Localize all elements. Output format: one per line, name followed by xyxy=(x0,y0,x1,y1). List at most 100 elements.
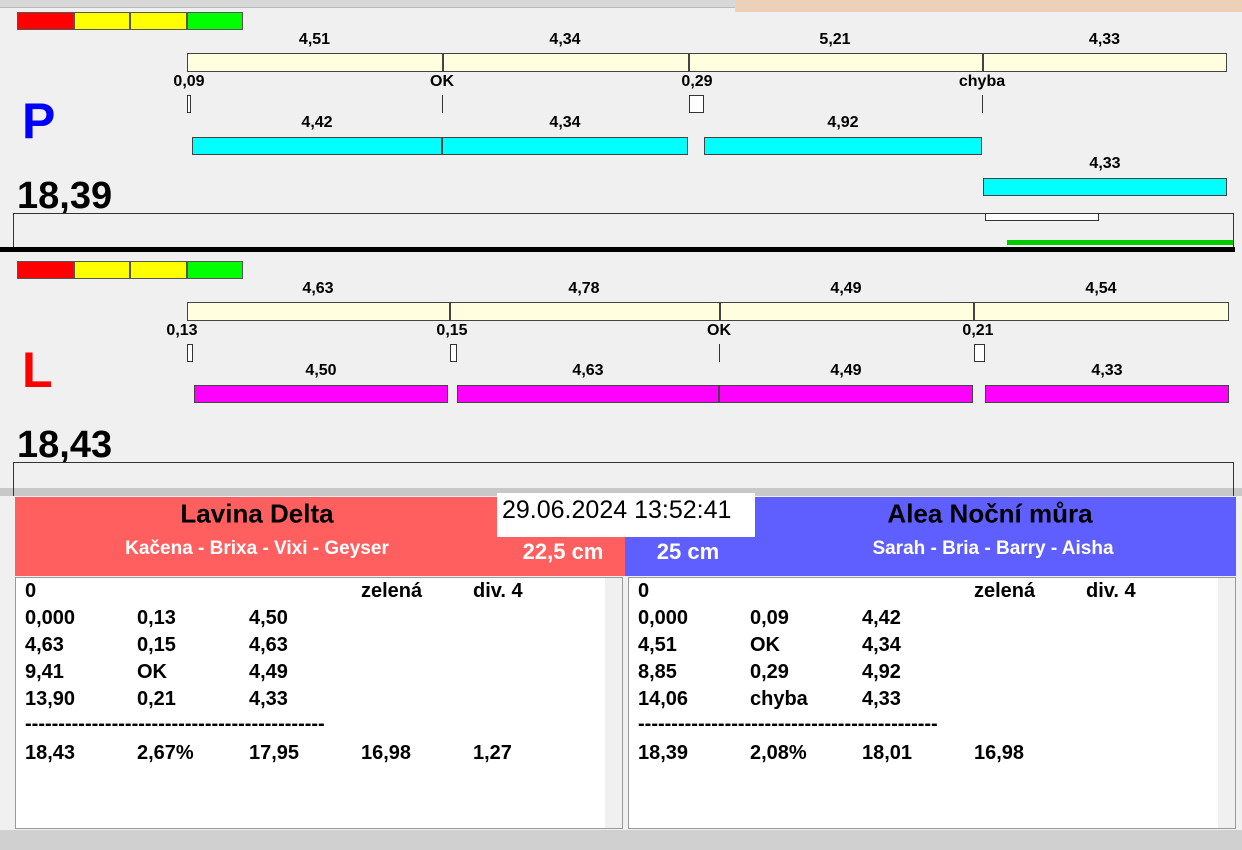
table-cell: 4,34 xyxy=(862,634,901,656)
table-cell: 2,08% xyxy=(750,742,807,764)
reaction: OK xyxy=(707,322,731,339)
split-divider xyxy=(449,302,451,321)
run-time: 4,33 xyxy=(1089,155,1121,172)
split-time: 4,54 xyxy=(1085,280,1117,297)
lane-total: 18,43 xyxy=(17,424,113,466)
split-divider xyxy=(442,53,444,72)
table-cell: 13,90 xyxy=(25,688,76,710)
lane-letter: P xyxy=(22,93,56,149)
table-cell: OK xyxy=(750,634,780,656)
run-bar xyxy=(442,137,688,155)
run-bar xyxy=(719,385,973,403)
team-name: Alea Noční můra xyxy=(887,498,1093,529)
table-cell: zelená xyxy=(974,580,1036,602)
table-cell: 4,92 xyxy=(862,661,901,683)
table-cell: chyba xyxy=(750,688,808,710)
indicator xyxy=(130,261,187,279)
table-cell: 4,42 xyxy=(862,607,901,629)
table-cell: 0,13 xyxy=(137,607,176,629)
reaction-box xyxy=(187,344,193,362)
lane-track xyxy=(13,213,1234,247)
reaction-tick xyxy=(982,95,983,113)
run-bar xyxy=(192,137,442,155)
indicator xyxy=(74,12,130,30)
split-divider xyxy=(688,53,690,72)
table-cell: 4,51 xyxy=(638,634,677,656)
split-bar xyxy=(187,53,1227,72)
team-members: Kačena - Brixa - Vixi - Geyser xyxy=(125,538,389,559)
reaction-box xyxy=(450,344,457,362)
progress-box xyxy=(985,213,1099,221)
indicator xyxy=(17,12,74,30)
table-cell: 17,95 xyxy=(249,742,300,764)
table-cell: div. 4 xyxy=(1086,580,1136,602)
lane-track xyxy=(13,462,1234,496)
run-time: 4,50 xyxy=(305,362,337,379)
table-cell: 0,29 xyxy=(750,661,789,683)
table-cell: div. 4 xyxy=(473,580,523,602)
lane-letter: L xyxy=(22,342,53,398)
split-time: 4,78 xyxy=(568,280,600,297)
table-cell: 4,33 xyxy=(862,688,901,710)
run-time: 4,34 xyxy=(549,114,581,131)
reaction: 0,29 xyxy=(681,73,713,90)
table-cell: 4,63 xyxy=(249,634,288,656)
run-time: 4,63 xyxy=(572,362,604,379)
split-divider xyxy=(719,302,721,321)
indicator xyxy=(130,12,187,30)
table-cell: 4,50 xyxy=(249,607,288,629)
table-cell: 0 xyxy=(25,580,37,602)
table-cell: zelená xyxy=(361,580,423,602)
separator xyxy=(0,488,1242,496)
scrollbar xyxy=(1218,578,1235,828)
team-name: Lavina Delta xyxy=(180,498,334,529)
table-cell: 16,98 xyxy=(974,742,1025,764)
reaction: 0,13 xyxy=(166,322,198,339)
split-time: 4,51 xyxy=(298,31,331,48)
run-bar xyxy=(457,385,719,403)
results-table xyxy=(15,577,623,829)
run-time: 4,49 xyxy=(830,362,862,379)
reaction: chyba xyxy=(958,73,1006,90)
team-height: 25 cm xyxy=(656,539,720,564)
reaction-box xyxy=(974,344,985,362)
results-table xyxy=(628,577,1236,829)
reaction: 0,09 xyxy=(173,73,205,90)
run-time: 4,42 xyxy=(301,114,333,131)
lane-total: 18,39 xyxy=(17,175,113,217)
run-bar xyxy=(704,137,982,155)
table-cell: 2,67% xyxy=(137,742,194,764)
table-cell: 8,85 xyxy=(638,661,677,683)
table-cell: 0,09 xyxy=(750,607,789,629)
reaction: 0,15 xyxy=(436,322,468,339)
run-time: 4,33 xyxy=(1091,362,1123,379)
table-cell: 18,01 xyxy=(862,742,913,764)
split-time: 4,34 xyxy=(549,31,581,48)
team-height: 22,5 cm xyxy=(522,539,604,564)
reaction: OK xyxy=(430,73,454,90)
run-time: 4,92 xyxy=(827,114,859,131)
reaction-tick xyxy=(719,344,720,362)
split-time: 4,63 xyxy=(302,280,334,297)
reaction-box xyxy=(689,95,704,113)
table-cell: ----------------------------------------… xyxy=(25,713,325,735)
table-cell: 0,21 xyxy=(137,688,176,710)
table-cell: 1,27 xyxy=(473,742,512,764)
datetime: 29.06.2024 13:52:41 xyxy=(497,493,755,537)
indicator xyxy=(17,261,74,279)
indicator xyxy=(187,12,243,30)
split-divider xyxy=(982,53,984,72)
indicator xyxy=(74,261,130,279)
table-cell: 9,41 xyxy=(25,661,64,683)
indicator xyxy=(187,261,243,279)
table-cell: 16,98 xyxy=(361,742,412,764)
run-bar xyxy=(985,385,1229,403)
split-time: 4,49 xyxy=(830,280,862,297)
split-divider xyxy=(973,302,975,321)
table-cell: 0,15 xyxy=(137,634,176,656)
table-cell: 18,43 xyxy=(25,742,76,764)
progress-line xyxy=(1007,240,1233,245)
run-bar xyxy=(194,385,448,403)
table-cell: 4,49 xyxy=(249,661,288,683)
